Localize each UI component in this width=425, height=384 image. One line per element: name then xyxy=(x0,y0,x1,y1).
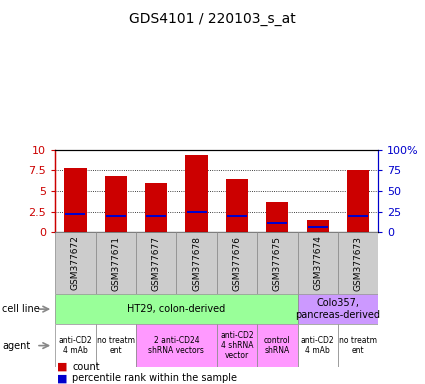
Text: GSM377678: GSM377678 xyxy=(192,235,201,291)
Text: percentile rank within the sample: percentile rank within the sample xyxy=(72,373,237,383)
Bar xyxy=(136,232,176,294)
Text: ■: ■ xyxy=(57,362,68,372)
Bar xyxy=(226,179,248,232)
Bar xyxy=(106,215,126,217)
Text: agent: agent xyxy=(2,341,30,351)
Bar xyxy=(338,324,378,367)
Text: GSM377677: GSM377677 xyxy=(152,235,161,291)
Text: GSM377673: GSM377673 xyxy=(354,235,363,291)
Text: no treatm
ent: no treatm ent xyxy=(339,336,377,355)
Bar xyxy=(136,324,217,367)
Bar xyxy=(257,324,298,367)
Bar xyxy=(308,226,328,228)
Bar xyxy=(176,232,217,294)
Text: ■: ■ xyxy=(57,373,68,383)
Text: anti-CD2
4 mAb: anti-CD2 4 mAb xyxy=(301,336,334,355)
Bar xyxy=(347,170,369,232)
Bar xyxy=(96,232,136,294)
Text: GSM377671: GSM377671 xyxy=(111,235,120,291)
Bar xyxy=(217,324,257,367)
Text: GSM377672: GSM377672 xyxy=(71,236,80,290)
Text: anti-CD2
4 mAb: anti-CD2 4 mAb xyxy=(59,336,92,355)
Text: cell line: cell line xyxy=(2,304,40,314)
Text: GSM377675: GSM377675 xyxy=(273,235,282,291)
Text: control
shRNA: control shRNA xyxy=(264,336,291,355)
Bar xyxy=(338,232,378,294)
Bar xyxy=(96,324,136,367)
Bar xyxy=(348,215,368,217)
Text: GDS4101 / 220103_s_at: GDS4101 / 220103_s_at xyxy=(129,12,296,25)
Bar xyxy=(65,213,85,215)
Text: 2 anti-CD24
shRNA vectors: 2 anti-CD24 shRNA vectors xyxy=(148,336,204,355)
Bar xyxy=(55,294,298,324)
Bar xyxy=(187,211,207,213)
Text: HT29, colon-derived: HT29, colon-derived xyxy=(127,304,226,314)
Bar xyxy=(298,232,338,294)
Text: count: count xyxy=(72,362,100,372)
Bar xyxy=(257,232,298,294)
Text: GSM377674: GSM377674 xyxy=(313,236,322,290)
Text: Colo357,
pancreas-derived: Colo357, pancreas-derived xyxy=(295,298,380,320)
Bar xyxy=(227,215,247,217)
Text: GSM377676: GSM377676 xyxy=(232,235,241,291)
Bar xyxy=(55,232,96,294)
Bar xyxy=(306,220,329,232)
Bar xyxy=(298,294,378,324)
Bar xyxy=(185,155,208,232)
Bar xyxy=(298,324,338,367)
Bar xyxy=(55,324,96,367)
Bar xyxy=(266,202,289,232)
Bar xyxy=(105,176,127,232)
Bar xyxy=(146,215,166,217)
Text: anti-CD2
4 shRNA
vector: anti-CD2 4 shRNA vector xyxy=(220,331,254,361)
Bar xyxy=(64,168,87,232)
Bar xyxy=(145,183,167,232)
Bar xyxy=(267,222,287,224)
Text: no treatm
ent: no treatm ent xyxy=(97,336,135,355)
Bar xyxy=(217,232,257,294)
